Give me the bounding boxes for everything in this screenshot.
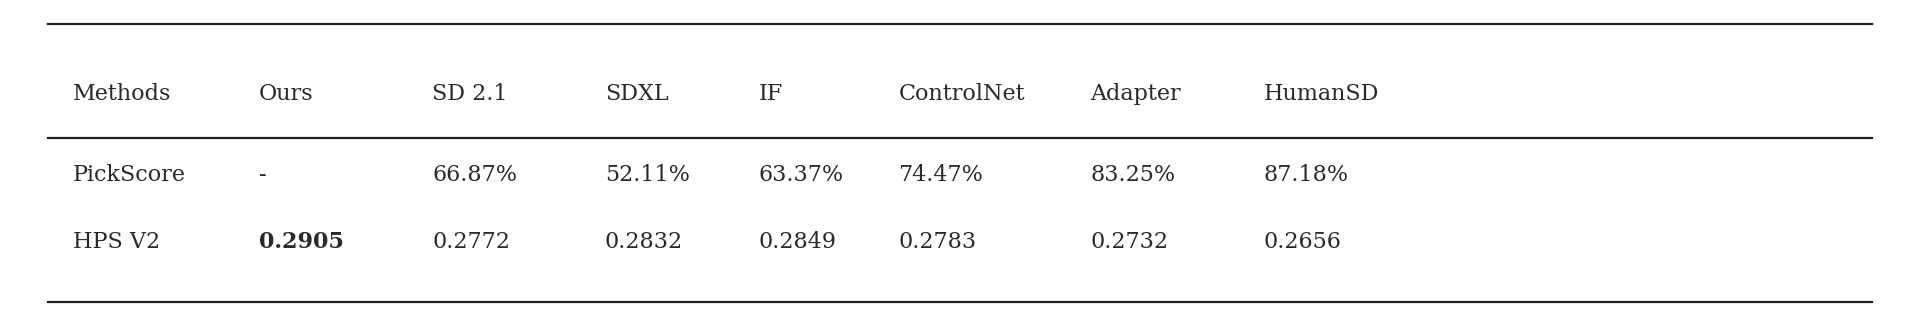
- Text: 0.2832: 0.2832: [605, 231, 684, 253]
- Text: 0.2656: 0.2656: [1263, 231, 1342, 253]
- Text: 0.2783: 0.2783: [899, 231, 977, 253]
- Text: 52.11%: 52.11%: [605, 164, 689, 186]
- Text: 0.2905: 0.2905: [259, 231, 344, 253]
- Text: 66.87%: 66.87%: [432, 164, 516, 186]
- Text: SDXL: SDXL: [605, 83, 668, 105]
- Text: HumanSD: HumanSD: [1263, 83, 1379, 105]
- Text: 83.25%: 83.25%: [1091, 164, 1175, 186]
- Text: HPS V2: HPS V2: [73, 231, 159, 253]
- Text: 0.2849: 0.2849: [758, 231, 837, 253]
- Text: Methods: Methods: [73, 83, 171, 105]
- Text: Adapter: Adapter: [1091, 83, 1181, 105]
- Text: 74.47%: 74.47%: [899, 164, 983, 186]
- Text: ControlNet: ControlNet: [899, 83, 1025, 105]
- Text: PickScore: PickScore: [73, 164, 186, 186]
- Text: SD 2.1: SD 2.1: [432, 83, 507, 105]
- Text: 0.2732: 0.2732: [1091, 231, 1169, 253]
- Text: 0.2772: 0.2772: [432, 231, 511, 253]
- Text: -: -: [259, 164, 267, 186]
- Text: IF: IF: [758, 83, 783, 105]
- Text: 87.18%: 87.18%: [1263, 164, 1348, 186]
- Text: 63.37%: 63.37%: [758, 164, 843, 186]
- Text: Ours: Ours: [259, 83, 313, 105]
